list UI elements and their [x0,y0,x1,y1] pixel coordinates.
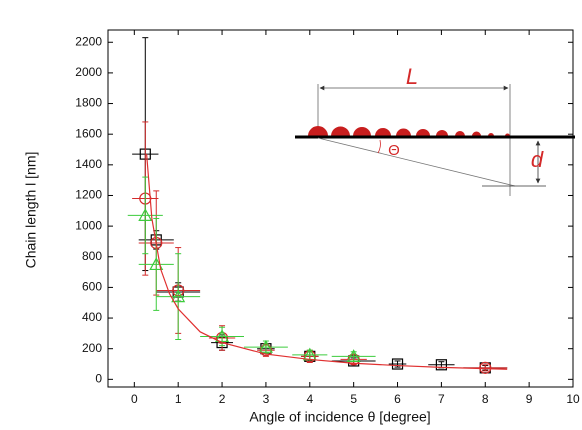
x-tick-label: 10 [566,392,580,406]
x-tick-label: 2 [219,392,226,406]
triangle-marker [171,289,186,303]
triangle-marker [346,349,361,362]
inset-diagram: L d Θ [295,64,575,196]
inset-label: L [406,64,418,89]
y-tick-label: 1200 [75,188,102,202]
x-tick-label: 6 [394,392,401,406]
inset-droplets [308,126,510,136]
y-tick-label: 1600 [75,126,102,140]
triangle-marker [258,339,273,353]
x-tick-label: 3 [263,392,270,406]
inset-label: d [531,147,544,172]
y-tick-label: 0 [95,372,102,386]
y-tick-label: 200 [82,341,102,355]
x-tick-label: 8 [482,392,489,406]
square-marker [435,359,447,371]
triangle-marker [138,208,153,221]
y-tick-label: 2200 [75,34,102,48]
plot-frame [107,29,574,388]
y-tick-label: 1800 [75,96,102,110]
y-tick-label: 800 [82,249,102,263]
y-tick-label: 1400 [75,157,102,171]
circle-marker [479,361,492,374]
triangle-marker [215,329,230,343]
fit-line [146,154,508,370]
y-tick-label: 600 [82,280,102,294]
y-tick-label: 1000 [75,218,102,232]
inset-label: Θ [388,142,400,159]
inset-beam [317,137,516,187]
x-tick-label: 0 [131,392,138,406]
x-axis-title: Angle of incidence θ [degree] [249,409,430,425]
x-tick-label: 7 [438,392,445,406]
x-tick-label: 4 [306,392,313,406]
x-tick-label: 5 [350,392,357,406]
x-tick-label: 9 [526,392,533,406]
y-tick-label: 400 [82,310,102,324]
square-marker [391,358,404,370]
y-axis-title: Chain length l [nm] [23,152,39,269]
y-tick-label: 2000 [75,65,102,79]
inset-angle-arc [377,139,381,154]
x-tick-label: 1 [175,392,182,406]
